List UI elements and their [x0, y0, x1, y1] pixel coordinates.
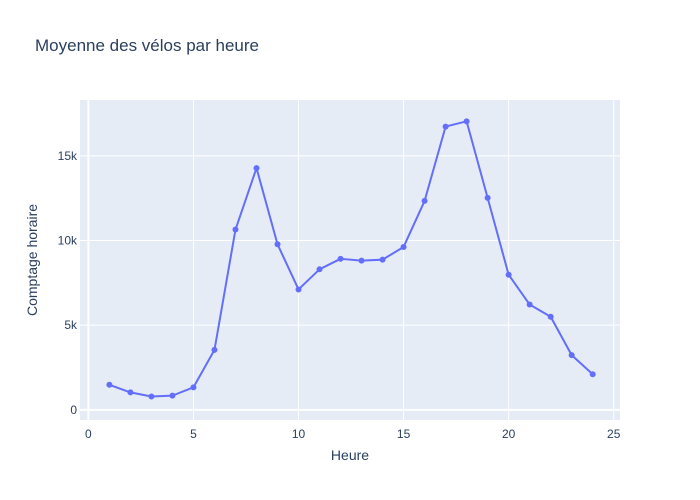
data-point: [506, 272, 512, 278]
data-point: [317, 266, 323, 272]
x-tick-labels: 0 5 10 15 20 25: [85, 427, 621, 441]
data-point: [169, 393, 175, 399]
y-tick-labels: 0 5k 10k 15k: [58, 149, 78, 417]
data-point: [548, 314, 554, 320]
x-tick-label: 25: [607, 427, 621, 441]
data-point: [590, 371, 596, 377]
data-point: [296, 286, 302, 292]
data-point: [127, 389, 133, 395]
x-tick-label: 15: [397, 427, 411, 441]
y-tick-label: 10k: [58, 234, 78, 248]
y-tick-label: 0: [70, 403, 77, 417]
x-tick-label: 20: [502, 427, 516, 441]
data-point: [275, 241, 281, 247]
data-point: [401, 244, 407, 250]
data-point: [569, 352, 575, 358]
data-point: [148, 393, 154, 399]
y-tick-label: 15k: [58, 149, 78, 163]
x-tick-label: 0: [85, 427, 92, 441]
x-tick-label: 10: [292, 427, 306, 441]
data-point: [232, 227, 238, 233]
data-point: [338, 256, 344, 262]
data-point: [380, 257, 386, 263]
data-point: [443, 124, 449, 130]
data-point: [527, 302, 533, 308]
data-point: [211, 347, 217, 353]
data-point: [422, 198, 428, 204]
data-point: [464, 118, 470, 124]
data-point: [485, 195, 491, 201]
data-point: [190, 384, 196, 390]
y-axis-title: Comptage horaire: [24, 204, 40, 316]
chart-title: Moyenne des vélos par heure: [35, 36, 259, 55]
data-point: [106, 382, 112, 388]
y-tick-label: 5k: [64, 318, 78, 332]
x-tick-label: 5: [190, 427, 197, 441]
data-point: [253, 165, 259, 171]
data-point: [359, 258, 365, 264]
x-axis-title: Heure: [331, 447, 369, 463]
